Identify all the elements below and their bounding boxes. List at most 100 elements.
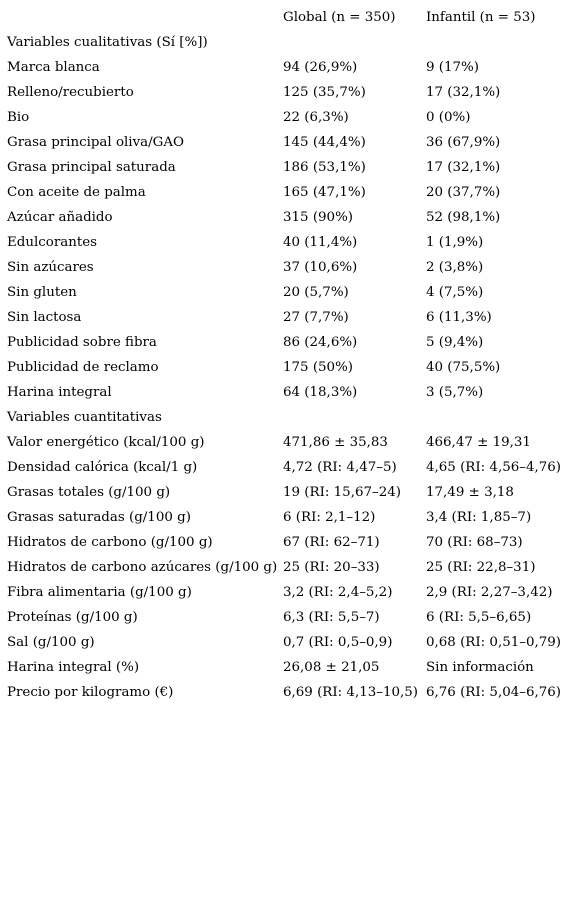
row-label: Valor energético (kcal/100 g) bbox=[7, 435, 205, 450]
cell-infantil: 2 (3,8%) bbox=[426, 260, 484, 275]
cell-global: 165 (47,1%) bbox=[283, 185, 366, 200]
cell-global: 145 (44,4%) bbox=[283, 135, 366, 150]
row-label: Marca blanca bbox=[7, 60, 100, 75]
table-row: Proteínas (g/100 g) 6,3 (RI: 5,5–7) 6 (RI:… bbox=[7, 605, 571, 630]
table-row: Sal (g/100 g) 0,7 (RI: 0,5–0,9) 0,68 (RI: … bbox=[7, 630, 571, 655]
table-row: Valor energético (kcal/100 g) 471,86 ± 35… bbox=[7, 430, 571, 455]
row-label: Bio bbox=[7, 110, 30, 125]
cell-global: 19 (RI: 15,67–24) bbox=[283, 485, 401, 500]
table-row: Variables cuantitativas bbox=[7, 405, 571, 430]
table-row: Publicidad sobre fibra 86 (24,6%) 5 (9,4%) bbox=[7, 330, 571, 355]
table-header-row: Global (n = 350) Infantil (n = 53) bbox=[7, 5, 571, 30]
row-label: Edulcorantes bbox=[7, 235, 98, 250]
table-row: Grasas saturadas (g/100 g) 6 (RI: 2,1–12)… bbox=[7, 505, 571, 530]
cell-infantil: 5 (9,4%) bbox=[426, 335, 484, 350]
table-row: Relleno/recubierto 125 (35,7%) 17 (32,1%) bbox=[7, 80, 571, 105]
cell-global: 6,69 (RI: 4,13–10,5) bbox=[283, 685, 418, 700]
table-row: Grasas totales (g/100 g) 19 (RI: 15,67–24… bbox=[7, 480, 571, 505]
row-label: Grasa principal saturada bbox=[7, 160, 176, 175]
table-row: Azúcar añadido 315 (90%) 52 (98,1%) bbox=[7, 205, 571, 230]
cell-infantil: 6,76 (RI: 5,04–6,76) bbox=[426, 685, 561, 700]
cell-global: 22 (6,3%) bbox=[283, 110, 349, 125]
cell-global: 125 (35,7%) bbox=[283, 85, 366, 100]
row-label: Proteínas (g/100 g) bbox=[7, 610, 138, 625]
row-label: Grasa principal oliva/GAO bbox=[7, 135, 184, 150]
cell-infantil: 17,49 ± 3,18 bbox=[426, 485, 514, 500]
cell-infantil: 4 (7,5%) bbox=[426, 285, 484, 300]
row-label: Sin lactosa bbox=[7, 310, 82, 325]
table-row: Grasa principal saturada 186 (53,1%) 17 (3… bbox=[7, 155, 571, 180]
table-row: Grasa principal oliva/GAO 145 (44,4%) 36 (… bbox=[7, 130, 571, 155]
cell-infantil: 3 (5,7%) bbox=[426, 385, 484, 400]
table-row: Edulcorantes 40 (11,4%) 1 (1,9%) bbox=[7, 230, 571, 255]
cell-global: 40 (11,4%) bbox=[283, 235, 358, 250]
row-label: Fibra alimentaria (g/100 g) bbox=[7, 585, 192, 600]
row-label: Precio por kilogramo (€) bbox=[7, 685, 174, 700]
cell-infantil: 20 (37,7%) bbox=[426, 185, 501, 200]
cell-global bbox=[283, 405, 426, 430]
table-row: Sin lactosa 27 (7,7%) 6 (11,3%) bbox=[7, 305, 571, 330]
row-label: Variables cualitativas (Sí [%]) bbox=[7, 35, 208, 50]
row-label: Variables cuantitativas bbox=[7, 410, 162, 425]
cell-global: 175 (50%) bbox=[283, 360, 354, 375]
cell-global: 86 (24,6%) bbox=[283, 335, 358, 350]
cell-global: 6 (RI: 2,1–12) bbox=[283, 510, 376, 525]
header-infantil: Infantil (n = 53) bbox=[426, 10, 536, 25]
cell-infantil: 25 (RI: 22,8–31) bbox=[426, 560, 536, 575]
cell-global: 67 (RI: 62–71) bbox=[283, 535, 380, 550]
cell-infantil: 40 (75,5%) bbox=[426, 360, 501, 375]
row-label: Con aceite de palma bbox=[7, 185, 146, 200]
cell-infantil: 2,9 (RI: 2,27–3,42) bbox=[426, 585, 553, 600]
table-row: Variables cualitativas (Sí [%]) bbox=[7, 30, 571, 55]
cell-infantil: 9 (17%) bbox=[426, 60, 479, 75]
table-row: Sin azúcares 37 (10,6%) 2 (3,8%) bbox=[7, 255, 571, 280]
cell-infantil: 70 (RI: 68–73) bbox=[426, 535, 523, 550]
cell-infantil: 17 (32,1%) bbox=[426, 160, 501, 175]
row-label: Sin azúcares bbox=[7, 260, 94, 275]
header-global: Global (n = 350) bbox=[283, 10, 396, 25]
cell-global: 471,86 ± 35,83 bbox=[283, 435, 388, 450]
row-label: Harina integral bbox=[7, 385, 112, 400]
cell-infantil: 6 (RI: 5,5–6,65) bbox=[426, 610, 532, 625]
cell-global: 0,7 (RI: 0,5–0,9) bbox=[283, 635, 393, 650]
cell-global: 186 (53,1%) bbox=[283, 160, 366, 175]
table-row: Hidratos de carbono (g/100 g) 67 (RI: 62–… bbox=[7, 530, 571, 555]
cell-infantil: 0 (0%) bbox=[426, 110, 471, 125]
cell-infantil: 17 (32,1%) bbox=[426, 85, 501, 100]
cell-global: 27 (7,7%) bbox=[283, 310, 349, 325]
cell-global: 6,3 (RI: 5,5–7) bbox=[283, 610, 380, 625]
cell-global: 25 (RI: 20–33) bbox=[283, 560, 380, 575]
table-row: Harina integral 64 (18,3%) 3 (5,7%) bbox=[7, 380, 571, 405]
row-label: Hidratos de carbono azúcares (g/100 g) bbox=[7, 560, 278, 575]
table-row: Publicidad de reclamo 175 (50%) 40 (75,5%) bbox=[7, 355, 571, 380]
cell-infantil: 3,4 (RI: 1,85–7) bbox=[426, 510, 532, 525]
cell-infantil: Sin información bbox=[426, 660, 534, 675]
table-row: Marca blanca 94 (26,9%) 9 (17%) bbox=[7, 55, 571, 80]
row-label: Hidratos de carbono (g/100 g) bbox=[7, 535, 213, 550]
row-label: Azúcar añadido bbox=[7, 210, 113, 225]
cell-global: 64 (18,3%) bbox=[283, 385, 358, 400]
table-row: Fibra alimentaria (g/100 g) 3,2 (RI: 2,4–… bbox=[7, 580, 571, 605]
cell-infantil: 6 (11,3%) bbox=[426, 310, 492, 325]
row-label: Sal (g/100 g) bbox=[7, 635, 95, 650]
table-body: Variables cualitativas (Sí [%]) Marca bla… bbox=[7, 30, 571, 705]
header-label-cell bbox=[7, 5, 283, 30]
cell-global: 315 (90%) bbox=[283, 210, 354, 225]
row-label: Sin gluten bbox=[7, 285, 77, 300]
data-table: Global (n = 350) Infantil (n = 53) Varia… bbox=[7, 5, 571, 705]
table-row: Sin gluten 20 (5,7%) 4 (7,5%) bbox=[7, 280, 571, 305]
cell-global: 4,72 (RI: 4,47–5) bbox=[283, 460, 397, 475]
cell-global: 3,2 (RI: 2,4–5,2) bbox=[283, 585, 393, 600]
table-row: Con aceite de palma 165 (47,1%) 20 (37,7%) bbox=[7, 180, 571, 205]
table-row: Densidad calórica (kcal/1 g) 4,72 (RI: 4,… bbox=[7, 455, 571, 480]
table-row: Harina integral (%) 26,08 ± 21,05 Sin info… bbox=[7, 655, 571, 680]
cell-global: 94 (26,9%) bbox=[283, 60, 358, 75]
cell-global bbox=[283, 30, 426, 55]
table-row: Bio 22 (6,3%) 0 (0%) bbox=[7, 105, 571, 130]
row-label: Relleno/recubierto bbox=[7, 85, 134, 100]
row-label: Publicidad de reclamo bbox=[7, 360, 159, 375]
table-row: Precio por kilogramo (€) 6,69 (RI: 4,13–1… bbox=[7, 680, 571, 705]
row-label: Densidad calórica (kcal/1 g) bbox=[7, 460, 198, 475]
cell-global: 37 (10,6%) bbox=[283, 260, 358, 275]
cell-infantil: 36 (67,9%) bbox=[426, 135, 501, 150]
